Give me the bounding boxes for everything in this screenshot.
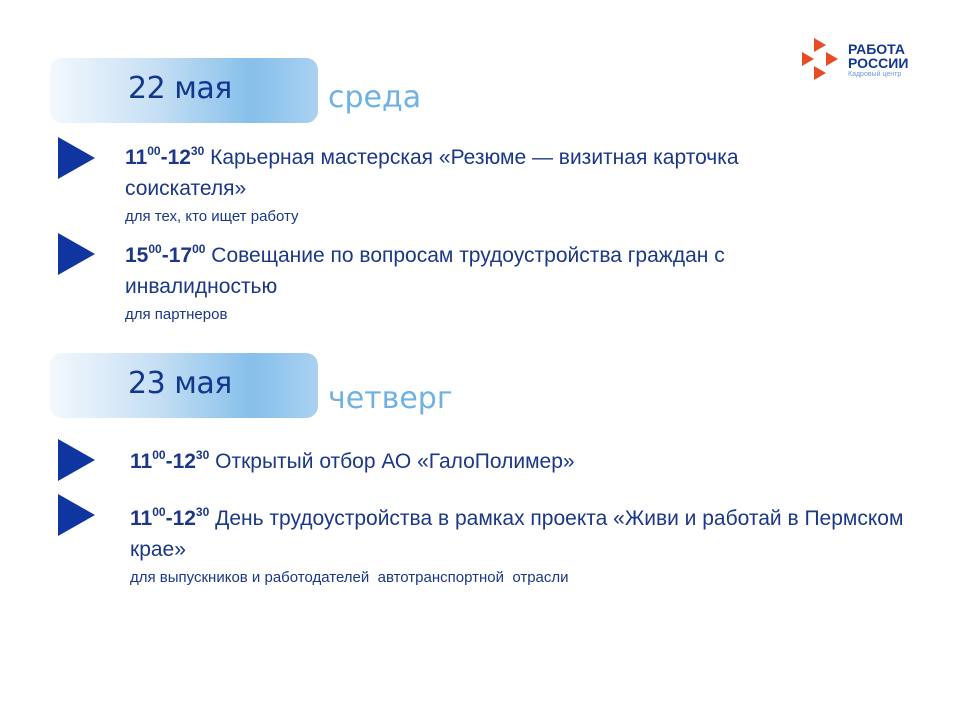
weekday-label: четверг xyxy=(328,381,453,416)
logo-tagline: Кадровый центр xyxy=(848,71,902,78)
weekday-label: среда xyxy=(328,80,422,115)
event-title: Совещание по вопросам трудоустройства гр… xyxy=(125,244,725,298)
play-arrow-icon xyxy=(58,137,95,179)
event-audience: для выпускников и работодателей автотран… xyxy=(130,569,569,586)
event-title: Открытый отбор АО «ГалоПолимер» xyxy=(215,450,575,473)
event-item: 1100-1230 Карьерная мастерская «Резюме —… xyxy=(125,142,865,228)
play-arrow-icon xyxy=(58,494,95,536)
logo-line2: РОССИИ xyxy=(848,55,909,71)
date-label: 22 мая xyxy=(128,71,232,106)
event-title: Карьерная мастерская «Резюме — визитная … xyxy=(125,146,739,200)
play-arrow-icon xyxy=(58,233,95,275)
play-arrow-icon xyxy=(58,439,95,481)
event-title: День трудоустройства в рамках проекта «Ж… xyxy=(130,507,904,561)
event-audience: для тех, кто ищет работу xyxy=(125,208,299,225)
event-item: 1100-1230 День трудоустройства в рамках … xyxy=(130,503,910,589)
rabota-rossii-logo: РАБОТА РОССИИ Кадровый центр xyxy=(800,36,930,84)
date-label: 23 мая xyxy=(128,366,232,401)
date-banner-2: 23 мая xyxy=(50,353,318,418)
event-item: 1500-1700 Совещание по вопросам трудоуст… xyxy=(125,240,825,326)
event-audience: для партнеров xyxy=(125,306,228,323)
event-item: 1100-1230 Открытый отбор АО «ГалоПолимер… xyxy=(130,448,575,473)
date-banner-1: 22 мая xyxy=(50,58,318,123)
logo-line1: РАБОТА xyxy=(848,41,905,57)
logo-arrows-icon xyxy=(802,38,838,80)
